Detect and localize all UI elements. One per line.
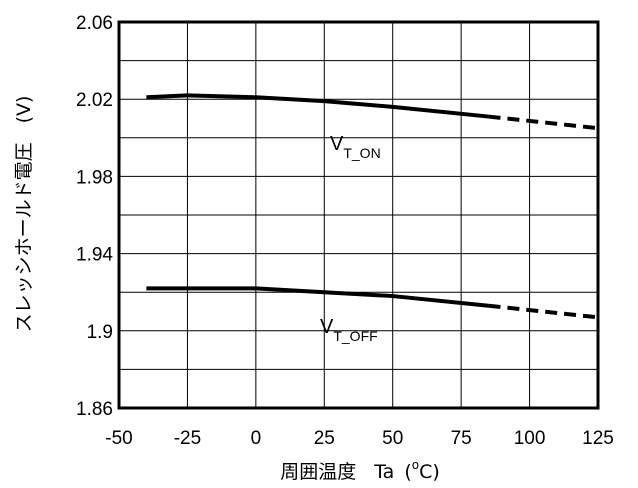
x-tick-label: 0 [251, 428, 262, 449]
y-axis-ticks: 1.86 1.9 1.94 1.98 2.02 2.06 [76, 13, 113, 420]
grid [119, 22, 598, 408]
x-tick-label: 25 [314, 428, 335, 449]
x-tick-label: 75 [451, 428, 472, 449]
series-line-vt-off [146, 286, 489, 308]
y-tick-label: 2.02 [76, 90, 113, 111]
plot-frame [117, 20, 600, 410]
y-tick-label: 1.94 [76, 245, 113, 266]
y-tick-label: 1.98 [76, 167, 113, 188]
y-axis-title: スレッシホールド電圧 (V) [13, 96, 35, 333]
y-tick-label: 1.9 [87, 322, 113, 343]
x-tick-label: -50 [105, 428, 132, 449]
series-extrapolation-vt-off [488, 303, 599, 320]
series-line-vt-on [146, 93, 489, 119]
x-tick-label: 125 [582, 428, 614, 449]
series-label-vt-on: VT_ON [330, 133, 381, 161]
y-tick-label: 2.06 [76, 13, 113, 34]
x-axis-title: 周囲温度 Ta (oC) [280, 458, 440, 483]
x-tick-label: 50 [382, 428, 403, 449]
x-tick-label: -25 [174, 428, 201, 449]
data-lines [146, 93, 599, 320]
x-tick-label: 100 [514, 428, 546, 449]
x-axis-ticks: -50 -25 0 25 50 75 100 125 [105, 428, 614, 449]
series-label-vt-off: VT_OFF [320, 316, 378, 344]
series-extrapolation-vt-on [488, 114, 599, 131]
y-tick-label: 1.86 [76, 399, 113, 420]
